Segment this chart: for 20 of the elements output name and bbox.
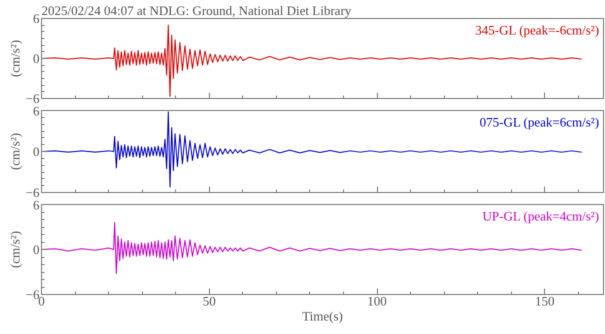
y-tick-label: 0	[33, 242, 40, 257]
chart-title: 2025/02/24 04:07 at NDLG: Ground, National Diet Library	[42, 3, 352, 18]
y-tick-label: −6	[26, 185, 40, 200]
y-axis-title: (cm/s²)	[8, 132, 23, 170]
y-tick-label: 0	[33, 144, 40, 159]
series-label: 345-GL (peak=-6cm/s²)	[475, 22, 600, 38]
y-axis-title: (cm/s²)	[8, 230, 23, 268]
y-tick-label: 6	[33, 104, 40, 118]
x-tick-label: 50	[202, 294, 216, 308]
y-tick-label: 6	[33, 198, 40, 212]
y-tick-label: 6	[33, 11, 40, 26]
y-axis-title: (cm/s²)	[8, 40, 23, 78]
x-tick-label: 100	[367, 294, 387, 308]
y-tick-label: −6	[26, 287, 40, 302]
y-tick-label: 0	[33, 51, 40, 66]
x-axis-title: Time(s)	[302, 308, 343, 324]
x-tick-label: 150	[535, 294, 555, 308]
y-tick-label: −6	[26, 91, 40, 106]
series-label: 075-GL (peak=6cm/s²)	[480, 114, 600, 130]
text: UP-GL (peak=4cm/s²)	[482, 208, 600, 224]
